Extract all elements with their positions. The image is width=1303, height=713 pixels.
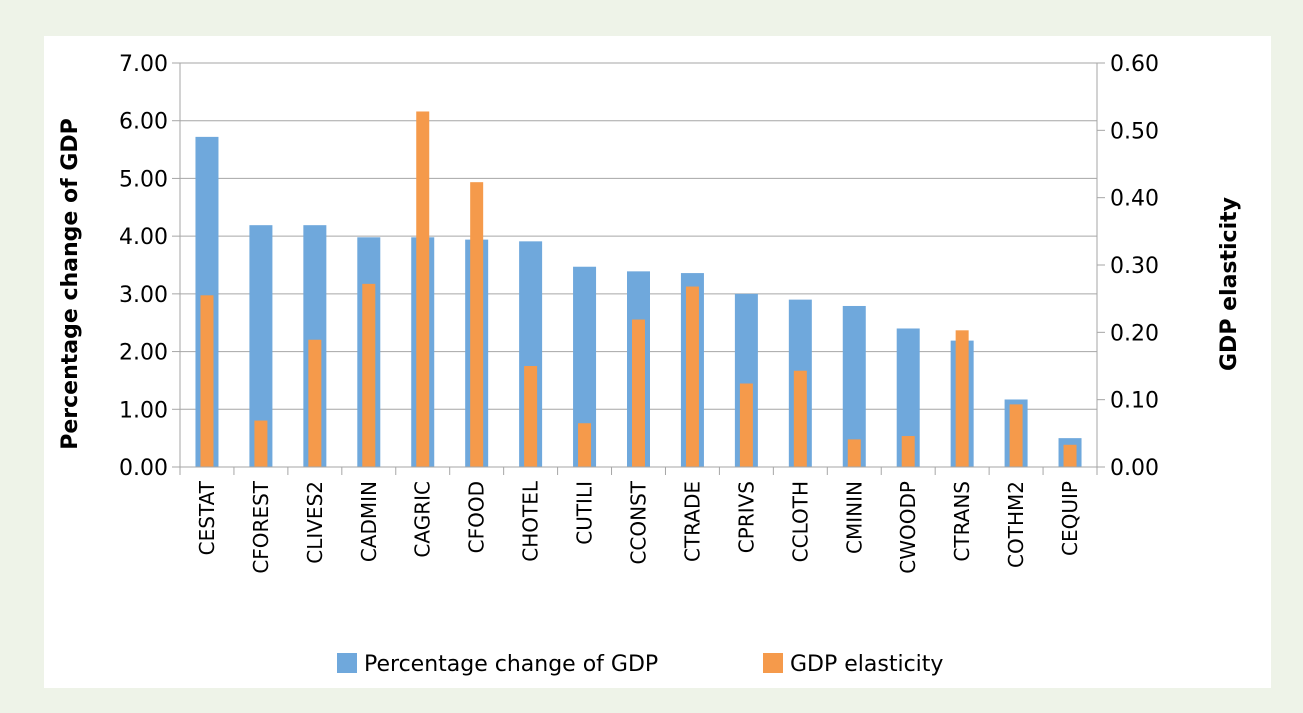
category-label: CTRANS	[950, 481, 974, 562]
bar-gdp-elasticity	[739, 383, 753, 467]
right-tick-label: 0.60	[1110, 52, 1159, 77]
category-label: CADMIN	[357, 481, 381, 562]
bar-percentage-change	[896, 328, 920, 467]
right-tick-label: 0.20	[1110, 321, 1159, 346]
category-label: COTHM2	[1004, 481, 1028, 568]
left-tick-label: 4.00	[119, 225, 168, 250]
legend-swatch-percentage-change	[337, 653, 357, 673]
category-label: CTRADE	[680, 481, 704, 562]
category-label: CWOODP	[896, 481, 920, 574]
bar-percentage-change	[249, 225, 273, 467]
right-tick-label: 0.30	[1110, 254, 1159, 279]
left-tick-label: 3.00	[119, 283, 168, 308]
category-label: CLIVES2	[303, 481, 327, 564]
left-axis-title: Percentage change of GDP	[58, 118, 83, 450]
category-label: CMININ	[842, 481, 866, 554]
left-tick-label: 2.00	[119, 341, 168, 366]
bar-percentage-change	[573, 266, 597, 467]
legend: Percentage change of GDP GDP elasticity	[337, 652, 943, 677]
left-tick-label: 6.00	[119, 110, 168, 135]
bar-gdp-elasticity	[200, 295, 214, 467]
legend-swatch-gdp-elasticity	[763, 653, 783, 673]
right-tick-label: 0.50	[1110, 119, 1159, 144]
bar-percentage-change	[842, 305, 866, 467]
bar-gdp-elasticity	[578, 423, 592, 467]
legend-label-percentage-change: Percentage change of GDP	[364, 652, 658, 677]
category-labels: CESTAT CFOREST CLIVES2 CADMIN CAGRIC CFOOD CHO…	[195, 480, 1082, 574]
category-label: CUTILI	[573, 481, 597, 545]
category-label: CFOOD	[465, 481, 489, 553]
left-axis-ticks: 0.00 1.00 2.00 3.00 4.00 5.00 6.00 7.00	[119, 52, 168, 481]
category-label: CFOREST	[249, 480, 273, 573]
bar-gdp-elasticity	[955, 330, 969, 467]
bar-gdp-elasticity	[524, 366, 538, 467]
combo-bar-chart: 0.00 1.00 2.00 3.00 4.00 5.00 6.00 7.00 0.00 0.1…	[58, 52, 1242, 677]
chart-frame: 0.00 1.00 2.00 3.00 4.00 5.00 6.00 7.00 0.00 0.1…	[44, 36, 1271, 688]
bar-gdp-elasticity	[416, 111, 430, 467]
bar-gdp-elasticity	[793, 370, 807, 467]
category-label: CAGRIC	[411, 481, 435, 558]
right-axis-title: GDP elasticity	[1217, 197, 1242, 371]
left-tick-label: 5.00	[119, 167, 168, 192]
bar-gdp-elasticity	[470, 182, 484, 467]
right-tick-label: 0.00	[1110, 456, 1159, 481]
left-tick-label: 0.00	[119, 456, 168, 481]
bars	[195, 111, 1082, 468]
bar-gdp-elasticity	[362, 283, 376, 467]
category-label: CCLOTH	[788, 481, 812, 562]
category-label: CEQUIP	[1058, 481, 1082, 556]
bar-gdp-elasticity	[308, 339, 322, 467]
category-label: CHOTEL	[519, 480, 543, 562]
left-tick-label: 1.00	[119, 398, 168, 423]
left-tick-label: 7.00	[119, 52, 168, 77]
bar-gdp-elasticity	[847, 439, 861, 467]
right-axis-ticks: 0.00 0.10 0.20 0.30 0.40 0.50 0.60	[1110, 52, 1159, 481]
category-label: CESTAT	[195, 480, 219, 555]
bar-gdp-elasticity	[632, 319, 645, 467]
bar-gdp-elasticity	[1063, 444, 1077, 467]
bar-gdp-elasticity	[254, 420, 268, 467]
legend-label-gdp-elasticity: GDP elasticity	[790, 652, 943, 677]
bar-gdp-elasticity	[685, 286, 699, 467]
right-tick-label: 0.40	[1110, 187, 1159, 212]
bar-gdp-elasticity	[901, 436, 915, 467]
right-tick-label: 0.10	[1110, 389, 1159, 414]
axes	[172, 62, 1105, 475]
bar-gdp-elasticity	[1009, 404, 1023, 467]
category-label: CPRIVS	[734, 481, 758, 553]
category-label: CCONST	[627, 480, 651, 564]
